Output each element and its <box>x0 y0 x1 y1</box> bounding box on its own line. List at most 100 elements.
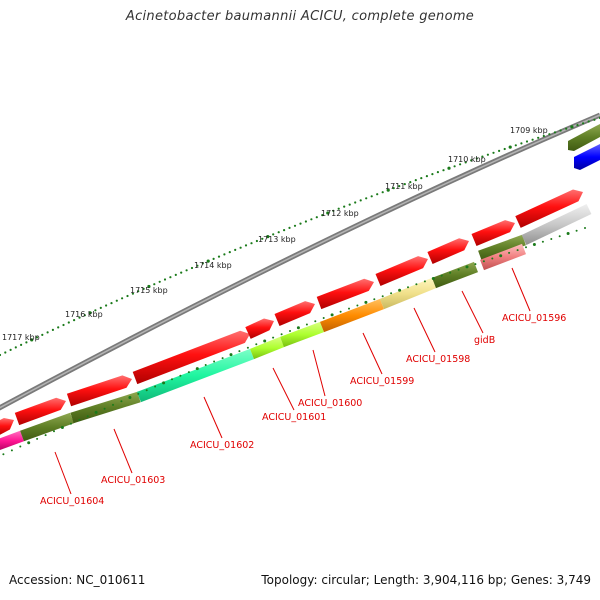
gene-label: ACICU_01596 <box>502 313 566 324</box>
gene-leader-line <box>272 367 295 411</box>
scale-tick <box>239 246 242 249</box>
inner-scale-tick <box>36 437 39 440</box>
scale-tick <box>420 177 423 180</box>
scale-tick <box>169 276 172 279</box>
gene-leader-line <box>312 349 326 397</box>
inner-scale-tick <box>373 298 376 301</box>
gene-label: ACICU_01598 <box>406 354 470 365</box>
gene-label: ACICU_01603 <box>101 475 165 486</box>
inner-scale-tick <box>322 317 325 319</box>
scale-tick <box>442 169 445 172</box>
scale-tick <box>121 297 124 300</box>
tick-label: 1711 kbp <box>385 182 423 191</box>
scale-tick <box>525 140 529 143</box>
feature-band <box>432 261 478 289</box>
scale-tick <box>459 163 462 166</box>
inner-scale-tick <box>272 336 275 339</box>
scale-tick <box>559 129 562 132</box>
tick-label: 1717 kbp <box>2 333 40 342</box>
scale-tick <box>409 181 412 184</box>
inner-scale-tick <box>499 254 503 258</box>
inner-scale-tick <box>27 441 31 445</box>
scale-tick <box>0 353 2 357</box>
inner-scale-tick <box>229 353 233 357</box>
accession-text: Accession: NC_010611 <box>9 573 146 587</box>
scale-tick <box>304 220 307 223</box>
feature-band <box>480 243 526 271</box>
scale-tick <box>46 331 49 334</box>
inner-scale-tick <box>246 346 249 349</box>
inner-scale-tick <box>112 403 114 406</box>
tick-label: 1716 kbp <box>65 310 103 319</box>
inner-scale-tick <box>575 229 578 232</box>
scale-tick <box>277 231 280 234</box>
scale-tick <box>310 218 313 221</box>
tick-label: 1714 kbp <box>194 261 232 270</box>
inner-scale-tick <box>440 274 443 277</box>
scale-tick <box>576 124 579 127</box>
inner-scale-tick <box>69 422 72 425</box>
inner-scale-tick <box>449 271 452 274</box>
map-title: Acinetobacter baumannii ACICU, complete … <box>125 9 475 24</box>
scale-tick <box>365 197 368 200</box>
scale-tick <box>94 309 97 312</box>
inner-scale-tick <box>296 326 300 330</box>
scale-tick <box>531 138 534 141</box>
inner-scale-tick <box>2 453 5 456</box>
scale-tick <box>30 338 34 342</box>
feature-band <box>320 298 384 333</box>
scale-tick <box>62 323 65 327</box>
feature-blue-top <box>574 144 600 170</box>
scale-tick <box>244 244 248 247</box>
scale-tick <box>142 287 145 290</box>
feature-band <box>0 430 24 451</box>
scale-tick <box>332 209 335 212</box>
inner-scale-tick <box>348 307 350 310</box>
inner-scale-tick <box>558 235 561 238</box>
cds-arrow <box>132 330 250 385</box>
scale-tick <box>337 207 340 210</box>
scale-tick <box>453 165 456 168</box>
gene-label: ACICU_01599 <box>350 376 414 387</box>
inner-scale-tick <box>381 295 384 298</box>
inner-scale-tick <box>204 364 207 366</box>
gene-label: ACICU_01600 <box>298 398 362 409</box>
feature-band <box>20 412 74 442</box>
scale-tick <box>261 237 264 240</box>
scale-tick <box>354 201 357 204</box>
scale-tick <box>381 191 384 194</box>
tick-label: 1710 kbp <box>448 155 486 164</box>
scale-tick <box>73 319 76 322</box>
inner-scale-tick <box>263 339 267 343</box>
inner-scale-tick <box>482 260 485 263</box>
gene-label: ACICU_01604 <box>40 496 104 507</box>
genome-backbone-highlight <box>0 114 600 409</box>
scale-tick <box>110 302 113 305</box>
inner-scale-tick <box>457 268 460 271</box>
scale-tick <box>436 171 439 174</box>
scale-tick <box>174 273 177 276</box>
inner-scale-tick <box>289 330 291 332</box>
tick-labels: 1709 kbp 1710 kbp 1711 kbp 1712 kbp 1713 kbp… <box>2 126 548 342</box>
scale-tick <box>315 216 318 219</box>
genome-backbone <box>0 112 600 411</box>
feature-olive-top <box>568 124 600 151</box>
scale-tick <box>115 299 118 302</box>
scale-tick <box>348 203 351 206</box>
scale-tick <box>403 183 406 186</box>
scale-tick <box>283 229 286 232</box>
scale-tick <box>398 185 401 188</box>
scale-tick <box>9 348 12 351</box>
scale-tick <box>217 255 221 258</box>
scale-tick <box>392 187 395 190</box>
inner-scale-tick <box>314 320 317 323</box>
scale-tick <box>288 226 291 229</box>
feature-band <box>280 321 324 348</box>
inner-scale-tick <box>128 396 132 399</box>
scale-tick <box>542 134 545 138</box>
scale-tick <box>582 122 585 125</box>
scale-tick <box>548 133 551 136</box>
inner-scale-tick <box>465 265 469 269</box>
scale-tick <box>131 292 134 295</box>
cds-arrow <box>14 397 67 426</box>
